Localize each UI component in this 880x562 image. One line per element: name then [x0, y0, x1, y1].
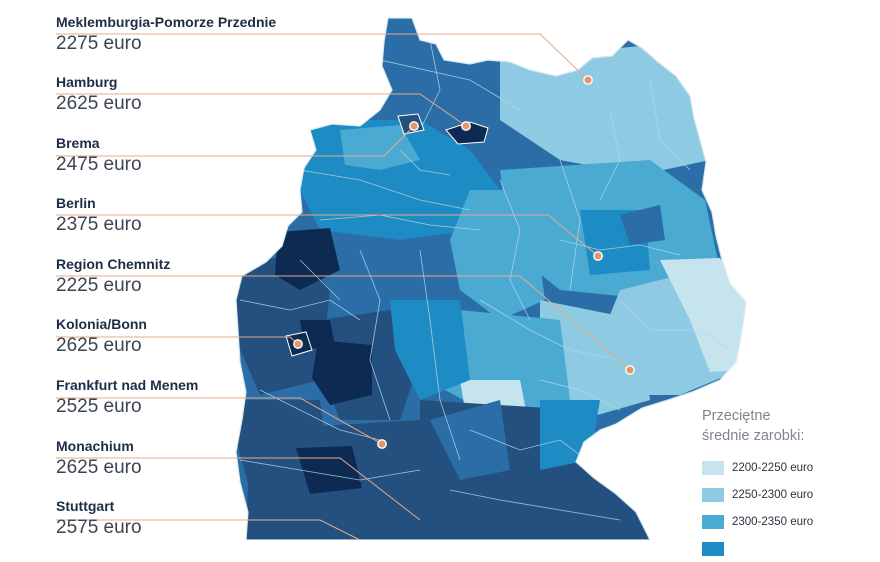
leader-line-frankfurt [56, 397, 383, 445]
marker-bremen [409, 121, 419, 131]
leader-line-bremen [56, 125, 415, 157]
legend-item: 2200-2250 euro [702, 454, 872, 481]
legend-swatch [702, 514, 724, 529]
region-name-bremen: Brema [56, 135, 100, 151]
region-name-stuttgart: Stuttgart [56, 498, 115, 514]
label-stuttgart: Stuttgart 2575 euro [56, 498, 142, 539]
region-name-berlin: Berlin [56, 195, 96, 211]
region-value-chemnitz: 2225 euro [56, 275, 142, 296]
region-value-berlin: 2375 euro [56, 214, 142, 235]
label-bremen: Brema 2475 euro [56, 135, 142, 176]
legend-label: 2300-2350 euro [732, 515, 814, 528]
legend-item: 2300-2350 euro [702, 508, 872, 535]
label-mecklenburg: Meklemburgia-Pomorze Przednie 2275 euro [56, 14, 276, 55]
legend-swatch [702, 460, 724, 475]
legend: Przeciętne średnie zarobki: 2200-2250 eu… [702, 406, 872, 562]
leader-line-hamburg [56, 93, 467, 127]
legend-item: 2250-2300 euro [702, 481, 872, 508]
region-name-hamburg: Hamburg [56, 74, 118, 90]
label-frankfurt: Frankfurt nad Menem 2525 euro [56, 377, 198, 418]
marker-berlin [593, 251, 603, 261]
legend-title-line2: średnie zarobki: [702, 428, 805, 444]
leader-line-stuttgart [56, 519, 361, 540]
label-cologne: Kolonia/Bonn 2625 euro [56, 316, 147, 357]
leader-line-chemnitz [56, 275, 631, 371]
legend-swatch [702, 487, 724, 502]
region-name-chemnitz: Region Chemnitz [56, 256, 171, 272]
region-name-munich: Monachium [56, 438, 134, 454]
region-value-stuttgart: 2575 euro [56, 517, 142, 538]
region-name-frankfurt: Frankfurt nad Menem [56, 377, 199, 393]
marker-chemnitz [625, 365, 635, 375]
region-name-cologne: Kolonia/Bonn [56, 316, 147, 332]
legend-swatch [702, 541, 724, 556]
label-hamburg: Hamburg 2625 euro [56, 74, 142, 115]
region-value-munich: 2625 euro [56, 457, 142, 478]
label-munich: Monachium 2625 euro [56, 438, 142, 479]
legend-label: 2200-2250 euro [732, 461, 814, 474]
region-value-frankfurt: 2525 euro [56, 396, 142, 417]
region-name-mecklenburg: Meklemburgia-Pomorze Przednie [56, 14, 277, 30]
marker-mecklenburg [583, 75, 593, 85]
region-value-cologne: 2625 euro [56, 335, 142, 356]
marker-cologne [293, 339, 303, 349]
label-berlin: Berlin 2375 euro [56, 195, 142, 236]
leader-line-mecklenburg [56, 33, 589, 81]
leader-line-munich [56, 457, 421, 521]
legend-label: 2250-2300 euro [732, 488, 814, 501]
region-value-mecklenburg: 2275 euro [56, 33, 142, 54]
label-chemnitz: Region Chemnitz 2225 euro [56, 256, 170, 297]
germany-salary-map [56, 17, 747, 540]
leader-line-berlin [56, 214, 599, 257]
marker-frankfurt [377, 439, 387, 449]
marker-hamburg [461, 121, 471, 131]
region-value-bremen: 2475 euro [56, 154, 142, 175]
legend-item [702, 535, 872, 562]
region-value-hamburg: 2625 euro [56, 93, 142, 114]
legend-title-line1: Przeciętne [702, 408, 771, 424]
